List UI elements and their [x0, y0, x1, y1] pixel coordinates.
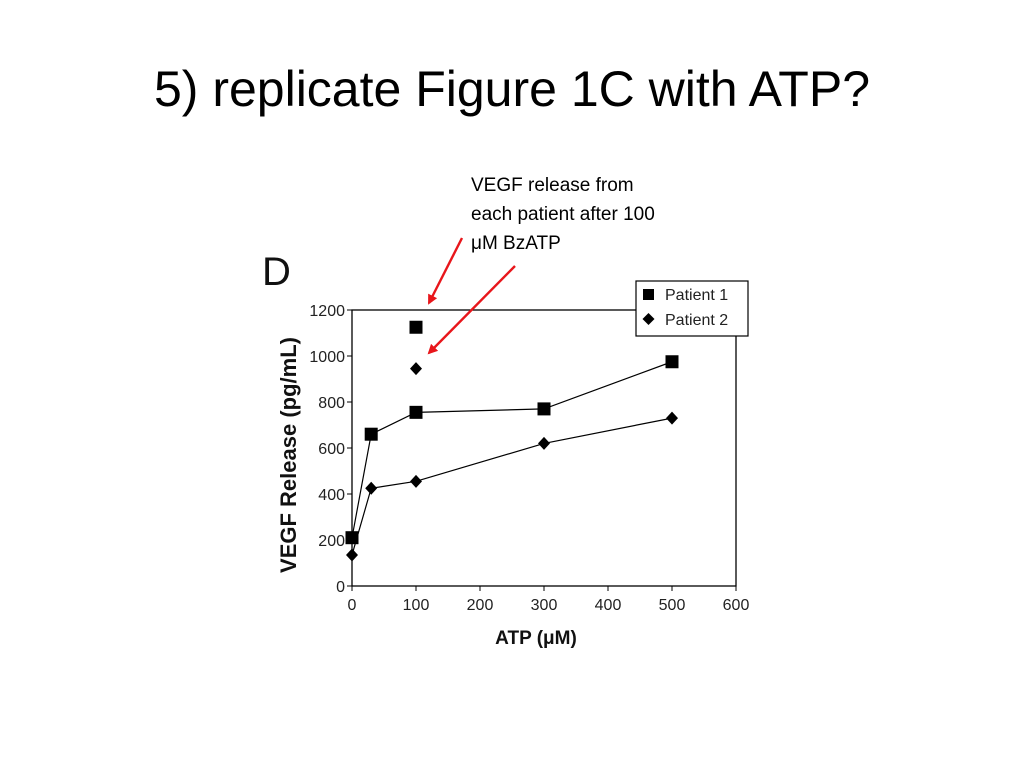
y-tick-label: 400 [318, 487, 345, 504]
y-tick-label: 0 [336, 579, 345, 596]
x-tick-label: 0 [348, 597, 357, 614]
x-tick-label: 500 [659, 597, 686, 614]
data-point-patient-2 [410, 474, 422, 488]
legend-box [635, 280, 749, 337]
y-tick-label: 1200 [309, 303, 345, 320]
x-tick-label: 100 [403, 597, 430, 614]
series-line-patient-2 [351, 417, 673, 556]
series-line-patient-1 [351, 361, 673, 538]
x-axis-label: ATP (μM) [495, 628, 577, 649]
legend-square-marker [643, 289, 654, 300]
legend-entry-patient-2: Patient 2 [665, 312, 728, 329]
data-point-patient-1 [537, 402, 551, 416]
data-point-patient-1 [345, 531, 359, 545]
legend-entry-patient-1: Patient 1 [665, 287, 728, 304]
bzatp-point [410, 362, 422, 376]
data-point-patient-1 [364, 427, 378, 441]
y-tick-label: 200 [318, 533, 345, 550]
annotation-line: each patient after 100 [471, 204, 655, 225]
annotation-text: VEGF release from each patient after 100… [471, 171, 731, 258]
data-point-patient-2 [538, 436, 550, 450]
data-point-patient-1 [665, 355, 679, 369]
bzatp-point [409, 320, 423, 334]
y-axis-label: VEGF Release (pg/mL) [276, 337, 301, 573]
y-tick-label: 600 [318, 441, 345, 458]
data-point-patient-2 [666, 411, 678, 425]
panel-label: D [262, 250, 291, 294]
slide-title: 5) replicate Figure 1C with ATP? [153, 61, 871, 117]
data-point-patient-2 [365, 481, 378, 495]
data-point-patient-1 [409, 405, 423, 419]
x-tick-label: 300 [531, 597, 558, 614]
annotation-arrow [427, 237, 464, 305]
y-tick-label: 800 [318, 395, 345, 412]
x-tick-label: 600 [723, 597, 750, 614]
legend-diamond-marker [642, 313, 655, 325]
legend: Patient 1 Patient 2 [635, 280, 749, 337]
annotation-line: VEGF release from [471, 175, 634, 196]
x-tick-label: 200 [467, 597, 494, 614]
annotation-line: μM BzATP [471, 233, 561, 254]
x-tick-label: 400 [595, 597, 622, 614]
y-tick-label: 1000 [309, 349, 345, 366]
data-point-patient-2 [346, 548, 358, 562]
annotation-arrow [427, 265, 516, 355]
